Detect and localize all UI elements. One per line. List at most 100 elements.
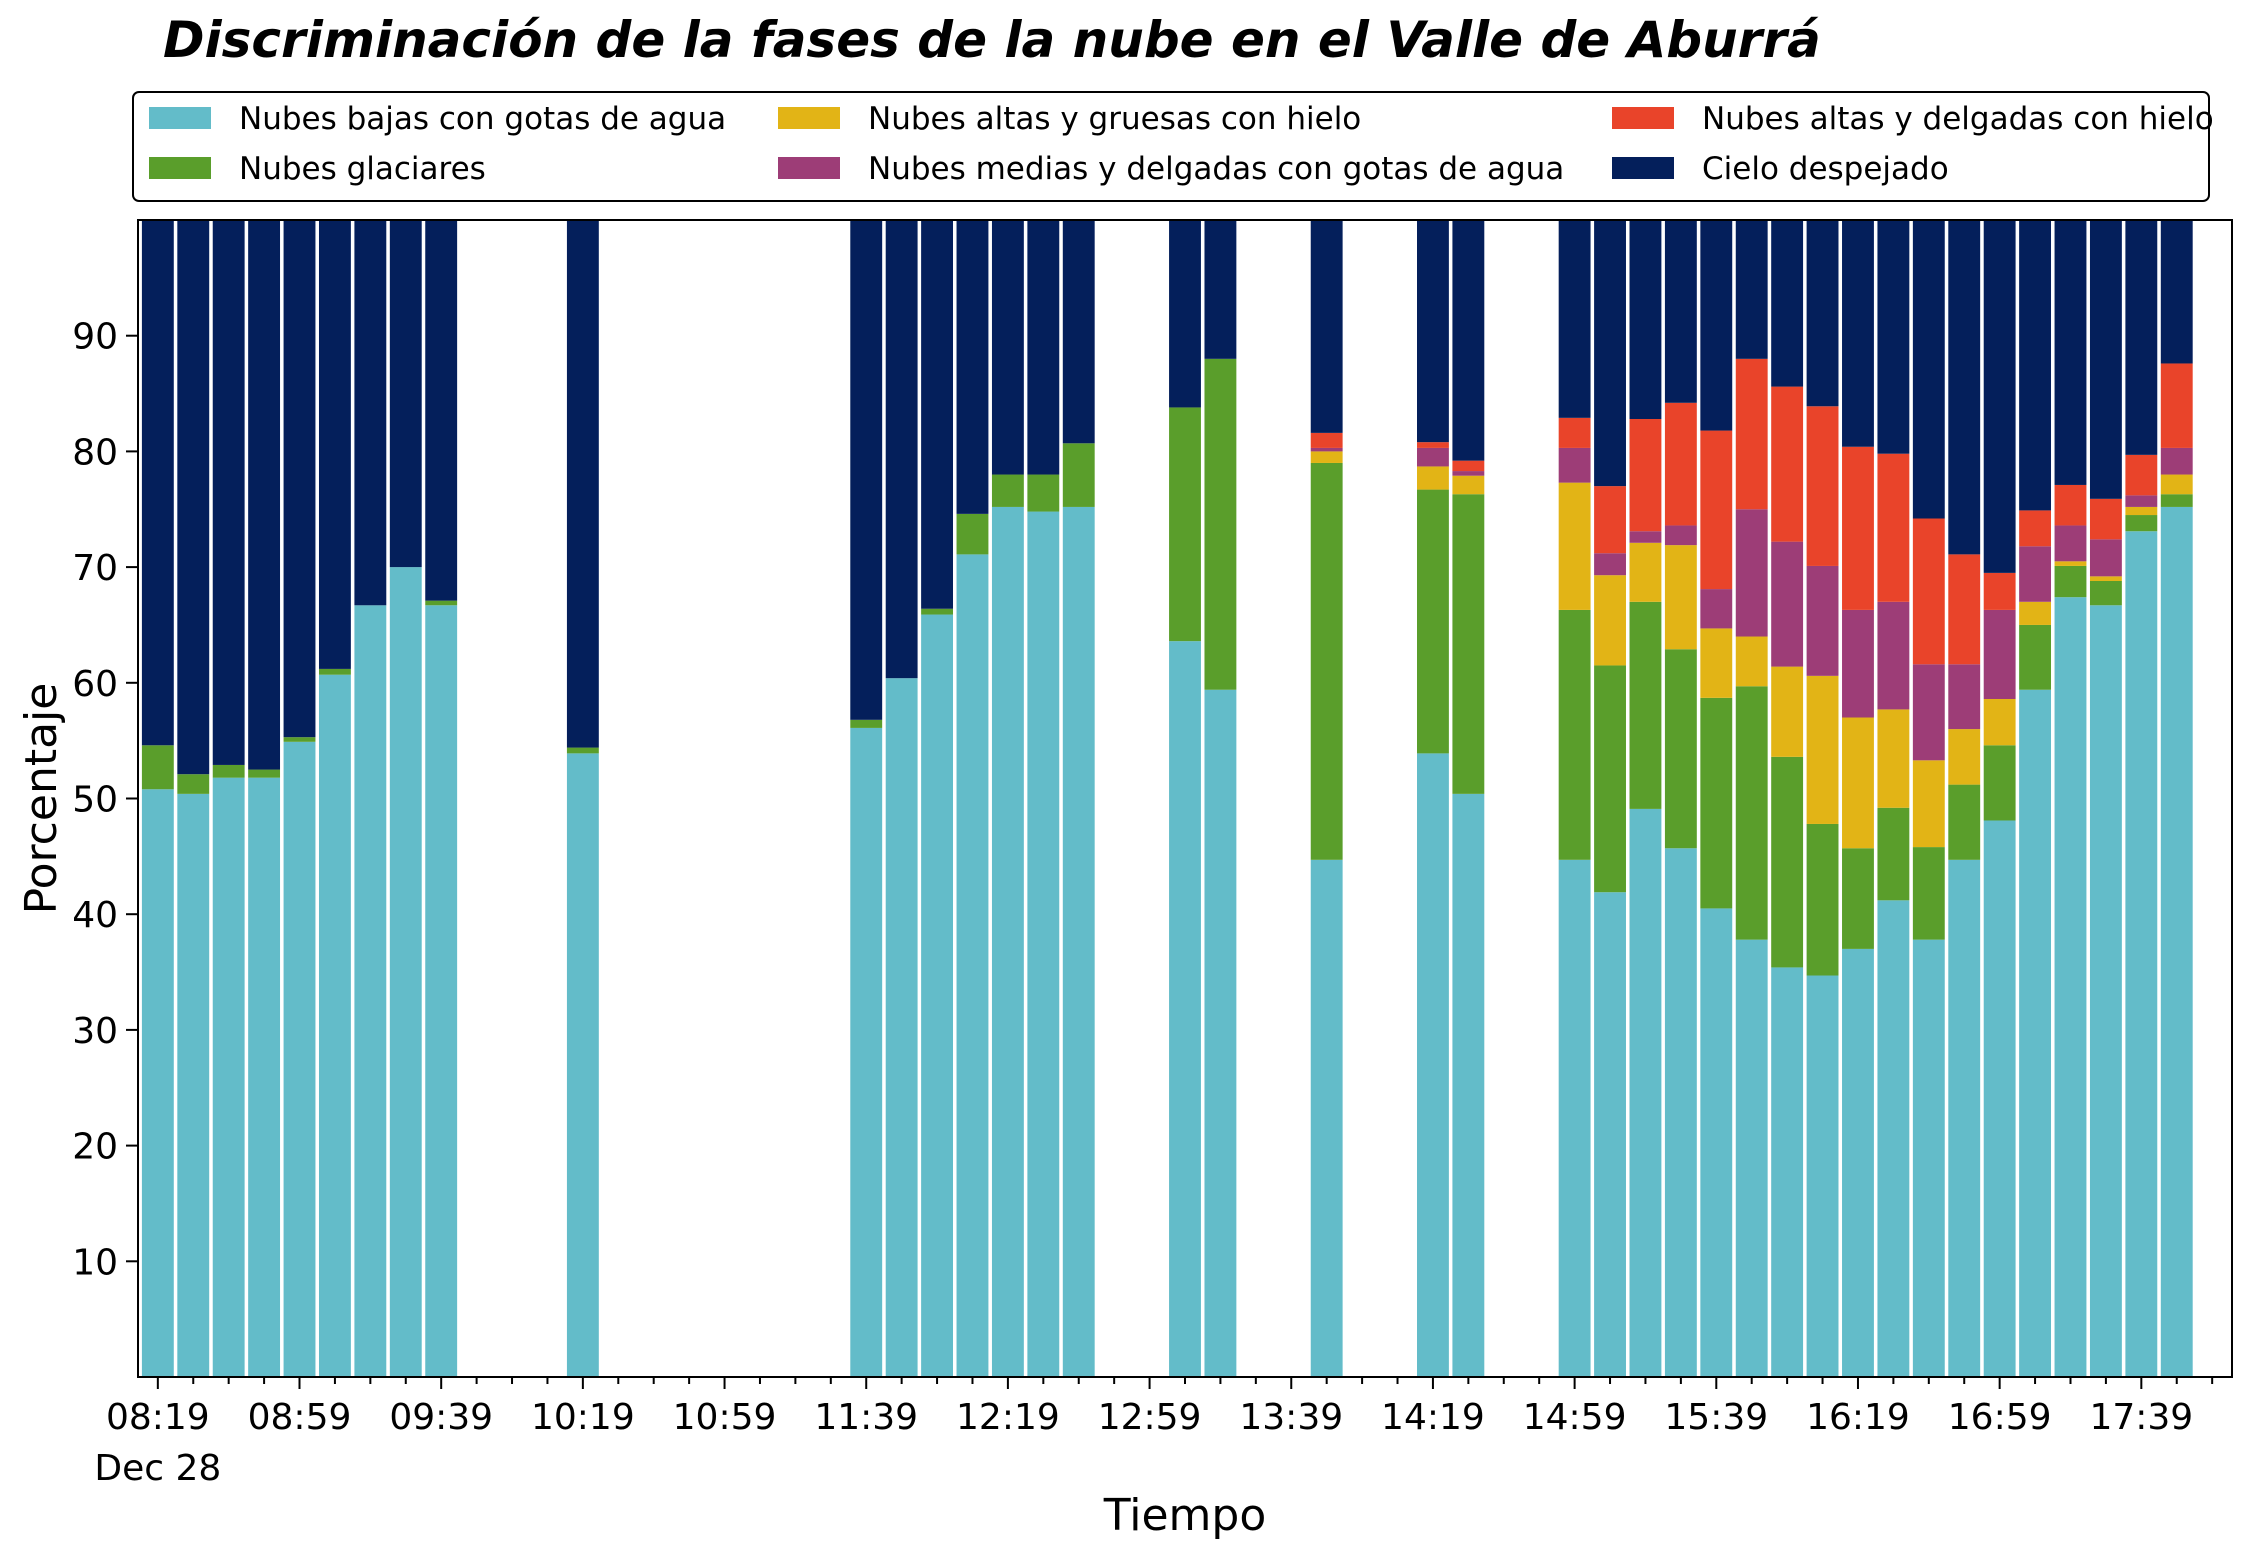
x-tick-label-0859: 08:59 xyxy=(248,1397,352,1438)
bar-nubes-altas-y-gruesas-con-hielo-1629 xyxy=(1877,709,1910,808)
bar-nubes-bajas-con-gotas-de-agua-1719 xyxy=(2054,597,2087,1377)
legend-label-nubes-altas-y-gruesas-con-hielo: Nubes altas y gruesas con hielo xyxy=(868,101,1361,137)
x-tick-label-0939: 09:39 xyxy=(389,1397,493,1438)
y-tick-label-90: 90 xyxy=(72,317,118,358)
bar-nubes-altas-y-gruesas-con-hielo-1729 xyxy=(2089,576,2122,581)
legend-swatch-cielo-despejado xyxy=(1612,157,1674,179)
bar-nubes-bajas-con-gotas-de-agua-0849 xyxy=(248,777,281,1377)
bar-nubes-medias-y-delgadas-con-gotas-de-agua-1729 xyxy=(2089,539,2122,577)
bar-nubes-altas-y-delgadas-con-hielo-1419 xyxy=(1417,442,1449,448)
bar-nubes-glaciares-1729 xyxy=(2089,580,2122,606)
y-tick-label-80: 80 xyxy=(72,432,118,473)
legend-swatch-nubes-medias-y-delgadas-con-gotas-de-agua xyxy=(778,157,840,179)
x-tick-label-1659: 16:59 xyxy=(1948,1397,2052,1438)
bar-nubes-bajas-con-gotas-de-agua-0909 xyxy=(318,674,351,1377)
bar-nubes-glaciares-1559 xyxy=(1771,756,1804,968)
bar-cielo-despejado-1349 xyxy=(1310,220,1343,433)
bar-nubes-glaciares-1159 xyxy=(921,608,953,615)
bar-nubes-glaciares-1019 xyxy=(566,747,599,754)
bar-nubes-altas-y-delgadas-con-hielo-1729 xyxy=(2089,498,2122,540)
bar-nubes-bajas-con-gotas-de-agua-1229 xyxy=(1027,511,1060,1377)
y-axis-label: Porcentaje xyxy=(16,683,67,915)
legend-swatch-nubes-altas-y-delgadas-con-hielo xyxy=(1612,107,1674,129)
bar-nubes-bajas-con-gotas-de-agua-1749 xyxy=(2160,506,2193,1377)
x-axis-label: Tiempo xyxy=(1103,1490,1267,1541)
bar-nubes-altas-y-delgadas-con-hielo-1559 xyxy=(1771,386,1804,542)
bar-cielo-despejado-0849 xyxy=(248,220,281,770)
y-tick-label-70: 70 xyxy=(72,548,118,589)
bar-nubes-altas-y-gruesas-con-hielo-1709 xyxy=(2019,601,2052,625)
bar-nubes-bajas-con-gotas-de-agua-1419 xyxy=(1417,753,1449,1377)
bar-nubes-altas-y-delgadas-con-hielo-1749 xyxy=(2160,363,2193,448)
bar-nubes-bajas-con-gotas-de-agua-1539 xyxy=(1700,908,1733,1377)
bar-cielo-despejado-1149 xyxy=(885,220,918,679)
bar-cielo-despejado-1659 xyxy=(1983,220,2016,573)
bar-nubes-glaciares-1349 xyxy=(1310,462,1343,860)
bar-nubes-altas-y-delgadas-con-hielo-1709 xyxy=(2019,510,2052,547)
legend-label-nubes-altas-y-delgadas-con-hielo: Nubes altas y delgadas con hielo xyxy=(1702,101,2214,137)
bar-nubes-bajas-con-gotas-de-agua-1529 xyxy=(1664,848,1697,1377)
plot-frame xyxy=(137,219,2233,1378)
bar-nubes-bajas-con-gotas-de-agua-1429 xyxy=(1452,793,1485,1377)
x-tick-label-1139: 11:39 xyxy=(814,1397,918,1438)
bar-nubes-bajas-con-gotas-de-agua-1729 xyxy=(2089,605,2122,1377)
x-tick-label-1339: 13:39 xyxy=(1239,1397,1343,1438)
bar-cielo-despejado-1309 xyxy=(1169,220,1201,408)
bar-nubes-altas-y-gruesas-con-hielo-1349 xyxy=(1310,451,1343,463)
y-tick-label-10: 10 xyxy=(72,1242,118,1283)
bar-nubes-altas-y-gruesas-con-hielo-1459 xyxy=(1558,482,1591,610)
bar-cielo-despejado-1639 xyxy=(1912,220,1945,519)
y-tick-label-20: 20 xyxy=(72,1127,118,1168)
bar-cielo-despejado-1629 xyxy=(1877,220,1910,454)
bar-nubes-bajas-con-gotas-de-agua-1549 xyxy=(1735,939,1768,1377)
bar-nubes-bajas-con-gotas-de-agua-1459 xyxy=(1558,859,1591,1377)
bar-nubes-medias-y-delgadas-con-gotas-de-agua-1709 xyxy=(2019,546,2052,602)
bar-nubes-altas-y-delgadas-con-hielo-1739 xyxy=(2125,454,2158,496)
bar-nubes-glaciares-1719 xyxy=(2054,565,2087,598)
bar-nubes-medias-y-delgadas-con-gotas-de-agua-1649 xyxy=(1948,664,1981,730)
x-tick-label-1739: 17:39 xyxy=(2089,1397,2193,1438)
bar-nubes-altas-y-gruesas-con-hielo-1749 xyxy=(2160,474,2193,495)
bar-nubes-altas-y-delgadas-con-hielo-1429 xyxy=(1452,460,1485,472)
bar-nubes-glaciares-1209 xyxy=(956,513,989,555)
bar-nubes-altas-y-delgadas-con-hielo-1639 xyxy=(1912,518,1945,665)
x-tick-label-1419: 14:19 xyxy=(1381,1397,1485,1438)
bar-nubes-altas-y-delgadas-con-hielo-1529 xyxy=(1664,402,1697,526)
bar-nubes-glaciares-1749 xyxy=(2160,494,2193,507)
bar-cielo-despejado-1529 xyxy=(1664,220,1697,403)
bar-nubes-medias-y-delgadas-con-gotas-de-agua-1659 xyxy=(1983,609,2016,699)
bar-nubes-altas-y-delgadas-con-hielo-1549 xyxy=(1735,358,1768,510)
bar-nubes-bajas-con-gotas-de-agua-1619 xyxy=(1842,948,1874,1377)
bar-nubes-bajas-con-gotas-de-agua-1739 xyxy=(2125,531,2158,1377)
bar-nubes-glaciares-0829 xyxy=(177,774,210,794)
bar-nubes-bajas-con-gotas-de-agua-1709 xyxy=(2019,689,2052,1377)
bar-cielo-despejado-0919 xyxy=(354,220,387,606)
bar-nubes-altas-y-gruesas-con-hielo-1419 xyxy=(1417,466,1449,490)
bar-nubes-altas-y-gruesas-con-hielo-1739 xyxy=(2125,506,2158,516)
bar-nubes-bajas-con-gotas-de-agua-1629 xyxy=(1877,900,1910,1377)
bar-nubes-altas-y-gruesas-con-hielo-1539 xyxy=(1700,628,1733,698)
bar-nubes-altas-y-gruesas-con-hielo-1429 xyxy=(1452,475,1485,495)
y-tick-label-30: 30 xyxy=(72,1011,118,1052)
bar-nubes-bajas-con-gotas-de-agua-1239 xyxy=(1062,506,1095,1377)
bar-nubes-altas-y-delgadas-con-hielo-1629 xyxy=(1877,453,1910,602)
bar-cielo-despejado-1319 xyxy=(1204,220,1237,359)
bar-nubes-glaciares-1609 xyxy=(1806,823,1839,976)
bar-nubes-bajas-con-gotas-de-agua-1019 xyxy=(566,753,599,1377)
bar-nubes-bajas-con-gotas-de-agua-0839 xyxy=(212,777,245,1377)
bar-cielo-despejado-1709 xyxy=(2019,220,2052,511)
bar-cielo-despejado-1609 xyxy=(1806,220,1839,407)
bar-nubes-altas-y-delgadas-con-hielo-1509 xyxy=(1594,486,1626,554)
bar-nubes-glaciares-1629 xyxy=(1877,807,1910,901)
x-tick-label-1619: 16:19 xyxy=(1806,1397,1910,1438)
x-axis: 08:19 08:59 09:39 10:19 10:59 11:39 12:19 12:59… xyxy=(106,1377,2214,1438)
bar-nubes-altas-y-delgadas-con-hielo-1519 xyxy=(1629,419,1662,532)
bar-nubes-bajas-con-gotas-de-agua-1639 xyxy=(1912,939,1945,1377)
bar-cielo-despejado-0839 xyxy=(212,220,245,765)
bar-nubes-glaciares-1239 xyxy=(1062,443,1095,507)
bar-cielo-despejado-1159 xyxy=(921,220,953,609)
bar-cielo-despejado-1429 xyxy=(1452,220,1485,461)
bar-nubes-glaciares-1619 xyxy=(1842,848,1874,949)
bar-nubes-bajas-con-gotas-de-agua-1209 xyxy=(956,554,989,1377)
